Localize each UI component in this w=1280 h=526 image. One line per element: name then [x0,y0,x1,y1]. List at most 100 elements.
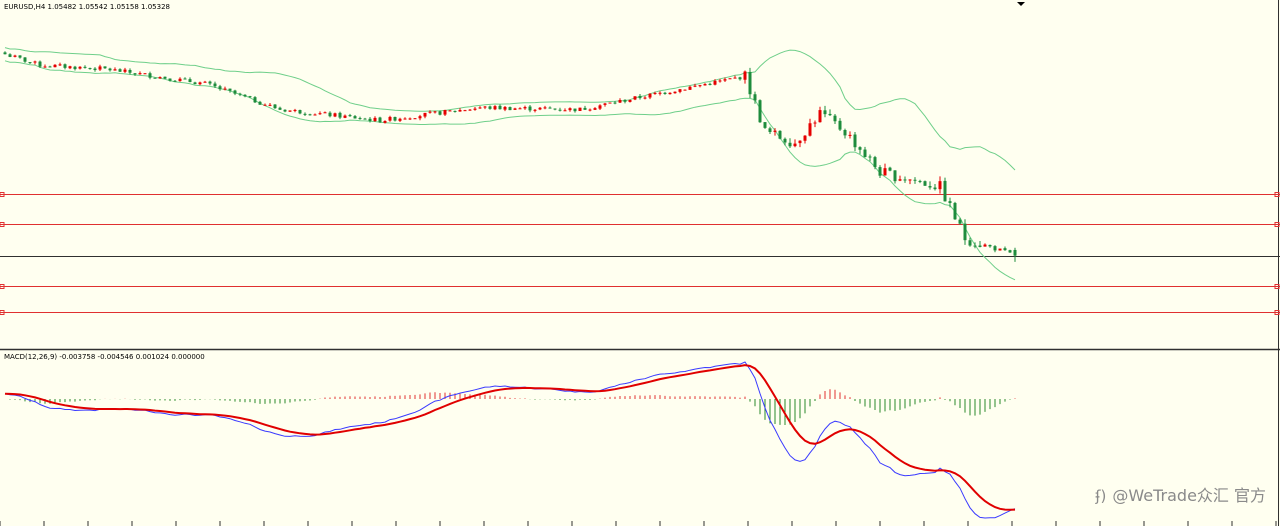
candle-body [288,110,292,112]
candle-body [133,73,137,75]
candle-body [93,68,97,71]
candle-body [428,111,432,113]
candle [623,99,627,104]
candle-body [313,114,317,116]
candle [523,105,527,110]
candle-body [78,66,82,69]
candle-body [668,92,672,95]
candle-body [173,80,177,82]
candle-body [213,83,217,87]
candle-body [588,109,592,111]
candle-body [793,143,797,147]
candle-body [913,179,917,181]
candle [198,81,202,86]
candle [313,113,317,116]
candle-body [738,77,742,80]
candle-body [33,61,37,63]
candle-body [253,97,257,103]
candle-body [48,66,52,68]
candle [613,101,617,105]
candle [73,65,77,71]
candle [743,70,747,84]
candle [498,104,502,110]
candle-body [898,179,902,181]
candle [208,80,212,86]
candle [383,120,387,124]
candle [298,109,302,115]
candle [763,122,767,129]
candle-body [568,108,572,111]
level-handle-right [1274,192,1280,197]
candle [543,105,547,110]
candle-body [73,66,77,70]
candle-body [8,54,12,57]
candle [648,93,652,100]
level-handle-right [1274,222,1280,227]
candle-body [333,113,337,117]
candle-body [893,170,897,182]
candle [533,109,537,113]
candle-body [123,69,127,72]
candle-body [818,110,822,123]
candle-body [18,55,22,58]
candle [913,177,917,184]
candle [248,95,252,99]
candle [98,64,102,72]
candle [713,79,717,86]
candle-body [728,78,732,80]
candle-body [88,68,92,70]
candle-body [473,108,477,110]
candle [163,76,167,80]
candle-body [228,88,232,91]
candle-body [238,93,242,95]
candle-body [23,57,27,62]
candle [833,113,837,125]
candle [388,115,392,122]
candle-body [883,168,887,176]
chart-shift-marker[interactable] [1017,2,1025,6]
candle [998,248,1002,251]
candle [128,68,132,75]
candle-body [323,112,327,114]
candle [463,109,467,112]
candle [323,111,327,114]
candle [703,83,707,86]
candle [28,61,32,64]
candle-body [648,93,652,98]
candle-body [463,110,467,112]
candle-body [613,102,617,104]
candle-body [243,94,247,97]
candle-body [263,104,267,106]
candle-body [693,85,697,87]
candle-body [593,108,597,110]
candle [398,117,402,122]
candle-body [918,180,922,182]
candle [343,114,347,119]
candle-body [878,167,882,176]
candle [868,154,872,162]
level-handle-right [1274,284,1280,289]
candle-body [483,106,487,108]
candle-body [223,88,227,90]
candle [808,118,812,137]
candle [378,116,382,123]
candle-body [158,77,162,79]
candle-body [633,96,637,100]
candle [593,107,597,111]
candle [288,110,292,112]
candle-body [143,73,147,75]
candle [583,105,587,110]
candle-body [68,66,72,69]
candle [353,114,357,119]
candle-body [528,106,532,111]
candle-body [503,106,507,110]
candle [828,109,832,117]
candle-body [348,115,352,117]
candle-body [413,118,417,120]
candle-body [433,111,437,113]
candle-body [58,64,62,66]
candle-body [128,69,132,73]
candle-body [283,109,287,112]
